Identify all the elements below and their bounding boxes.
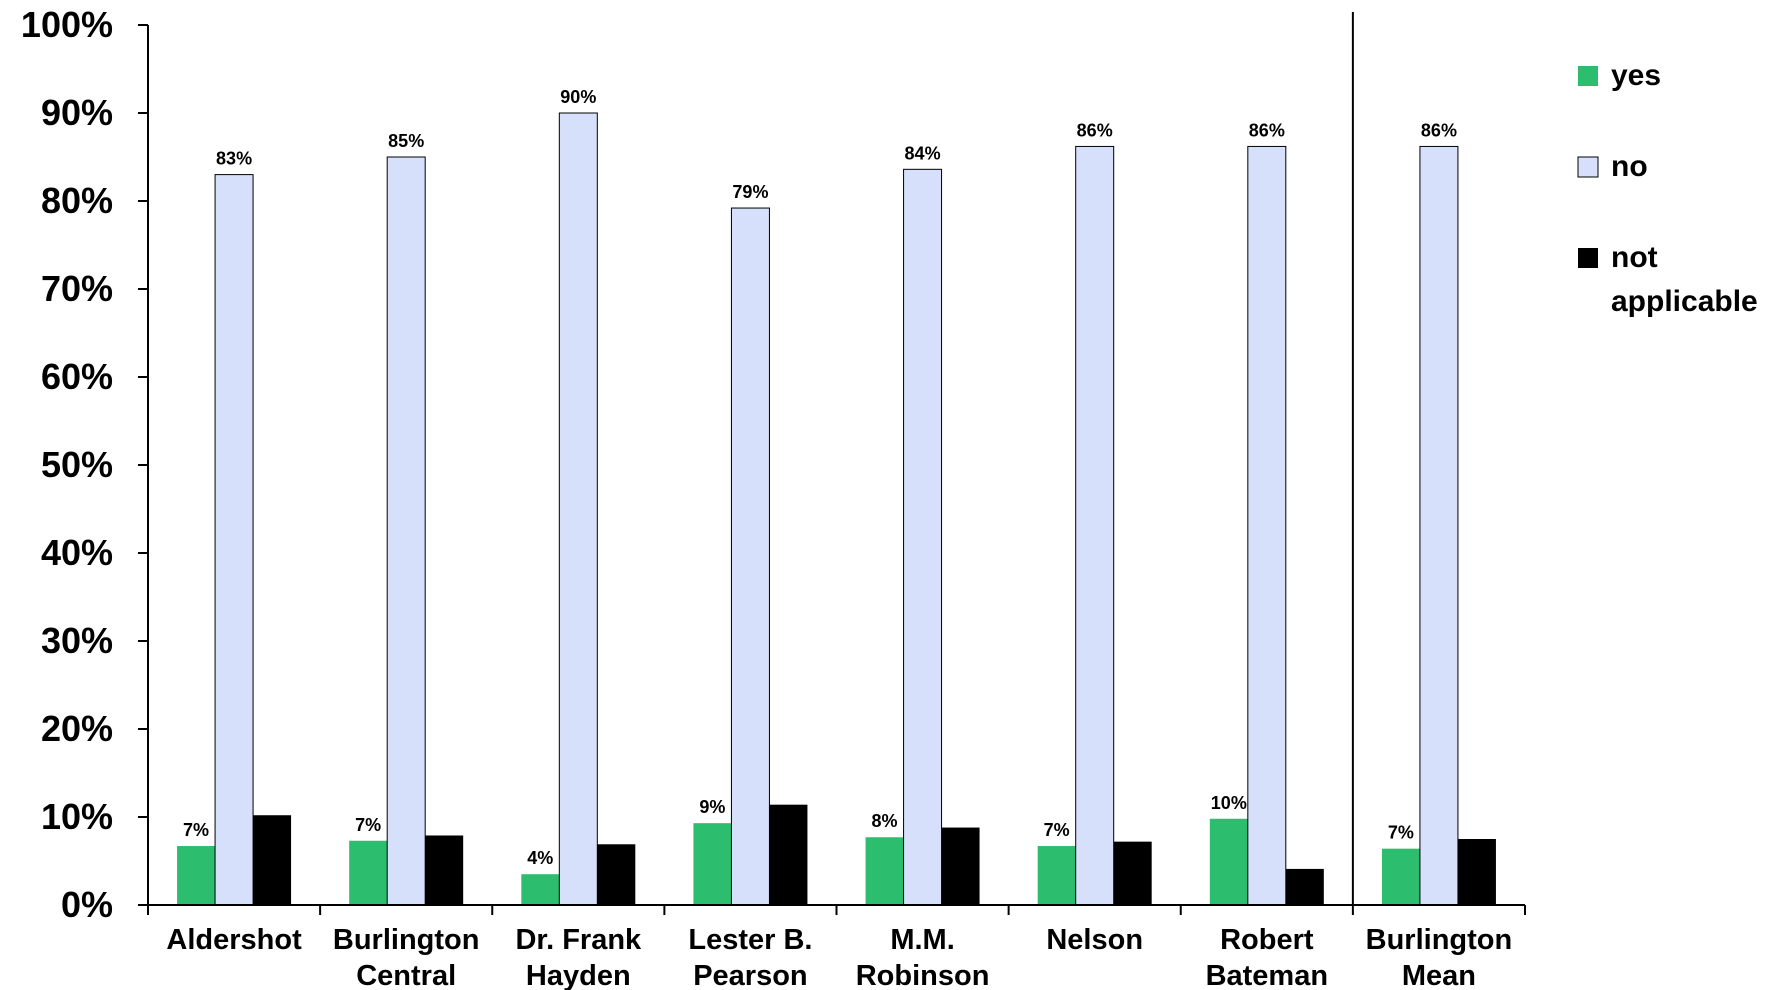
data-label: 90%: [560, 87, 596, 107]
bar-no: [1419, 145, 1459, 906]
bar-no: [214, 174, 254, 906]
data-label: 85%: [388, 131, 424, 151]
bar-not-applicable: [1457, 839, 1496, 905]
legend-label: not: [1611, 241, 1658, 274]
bar-not-applicable: [425, 835, 464, 905]
bar-no: [903, 168, 943, 906]
data-label: 79%: [732, 182, 768, 202]
data-label: 83%: [216, 149, 252, 169]
data-label: 86%: [1249, 120, 1285, 140]
category-label: Aldershot: [166, 924, 302, 956]
category-label: Hayden: [526, 960, 631, 990]
bar-yes: [865, 837, 904, 905]
y-tick-label: 90%: [41, 92, 113, 133]
data-label: 4%: [527, 848, 553, 868]
category-labels: Aldershot Burlington Central Dr. Frank Hayde…: [166, 924, 1512, 990]
bar-yes: [177, 846, 216, 905]
bar-no: [1247, 145, 1287, 906]
data-label: 86%: [1077, 120, 1113, 140]
legend-swatch-yes: [1578, 66, 1598, 86]
y-tick-label: 60%: [41, 356, 113, 397]
legend: yes no not applicable: [1577, 59, 1758, 318]
category-label: Burlington: [1366, 924, 1513, 956]
bar-yes: [1037, 846, 1076, 905]
bars-layer: [177, 112, 1496, 906]
bar-yes: [349, 840, 388, 905]
data-label: 7%: [355, 815, 381, 835]
data-label: 8%: [872, 811, 898, 831]
category-label: Robinson: [856, 960, 990, 990]
category-label: Mean: [1402, 960, 1476, 990]
bar-not-applicable: [1113, 841, 1152, 905]
category-label: M.M.: [890, 924, 954, 956]
y-tick-label: 100%: [21, 4, 113, 45]
bar-no: [558, 112, 598, 906]
legend-label: yes: [1611, 59, 1661, 92]
y-tick-label: 80%: [41, 180, 113, 221]
data-label: 7%: [1044, 820, 1070, 840]
x-axis-ticks: [147, 905, 1526, 915]
y-tick-label: 50%: [41, 444, 113, 485]
bar-yes: [521, 874, 560, 905]
legend-label: applicable: [1611, 285, 1758, 318]
bar-not-applicable: [941, 827, 980, 905]
y-tick-label: 10%: [41, 796, 113, 837]
data-labels-layer: 7% 83% 7% 85% 4% 90% 9% 79% 8% 84% 7% 86% 10% 86% 7% 86…: [183, 87, 1457, 868]
data-label: 7%: [1388, 823, 1414, 843]
category-label: Robert: [1220, 924, 1314, 956]
legend-label: no: [1611, 150, 1648, 183]
bar-yes: [1209, 818, 1248, 905]
category-label: Central: [356, 960, 456, 990]
category-label: Pearson: [693, 960, 807, 990]
y-tick-label: 40%: [41, 532, 113, 573]
data-label: 7%: [183, 820, 209, 840]
data-label: 84%: [905, 143, 941, 163]
bar-not-applicable: [769, 804, 808, 905]
category-label: Dr. Frank: [515, 924, 642, 956]
category-label: Bateman: [1206, 960, 1329, 990]
bar-not-applicable: [1285, 868, 1324, 905]
y-axis-ticks: 0% 10% 20% 30% 40% 50% 60% 70% 80% 90% 100%: [21, 4, 148, 925]
y-tick-label: 20%: [41, 708, 113, 749]
y-tick-label: 70%: [41, 268, 113, 309]
category-label: Nelson: [1046, 924, 1143, 956]
data-label: 86%: [1421, 120, 1457, 140]
bar-not-applicable: [253, 815, 292, 905]
data-label: 9%: [699, 797, 725, 817]
bar-yes: [1381, 848, 1420, 905]
bar-no: [1075, 145, 1115, 906]
bar-yes: [693, 823, 732, 905]
category-label: Lester B.: [688, 924, 812, 956]
bar-no: [386, 156, 426, 906]
category-label: Burlington: [333, 924, 480, 956]
legend-swatch-no: [1577, 156, 1599, 178]
data-label: 10%: [1211, 793, 1247, 813]
y-tick-label: 30%: [41, 620, 113, 661]
bar-no: [730, 207, 770, 906]
y-tick-label: 0%: [61, 884, 113, 925]
bar-not-applicable: [597, 844, 636, 905]
legend-swatch-not-applicable: [1578, 248, 1598, 268]
